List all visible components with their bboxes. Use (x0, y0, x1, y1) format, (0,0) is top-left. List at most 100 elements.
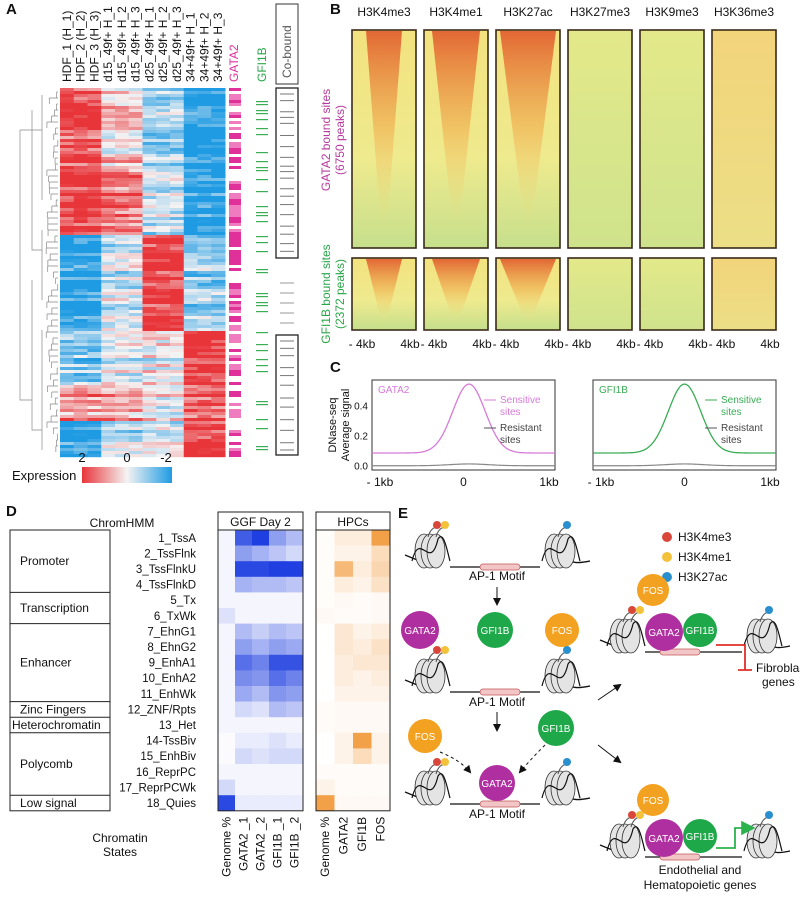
heatmap-cell (170, 142, 185, 146)
heatmap-cell (211, 415, 226, 419)
heatmap-cell (156, 214, 171, 218)
heatmap-cell (87, 367, 102, 371)
heatmap-cell (170, 322, 185, 326)
heatmap-cell (128, 412, 143, 416)
panel-label: D (6, 503, 17, 520)
ggf-cell (218, 576, 236, 593)
heatmap-cell (183, 100, 198, 104)
heatmap-cell (101, 97, 116, 101)
x-tick: 1kb (760, 475, 780, 489)
heatmap-cell (156, 247, 171, 251)
state-label: 6_TxWk (154, 611, 196, 623)
heatmap-cell (211, 139, 226, 143)
heatmap-cell (73, 265, 88, 269)
heatmap-cell (60, 172, 75, 176)
heatmap-cell (87, 211, 102, 215)
heatmap-cell (197, 244, 212, 248)
heatmap-cell (170, 187, 185, 191)
heatmap-cell (211, 286, 226, 290)
heatmap-cell (156, 127, 171, 131)
heatmap-cell (60, 250, 75, 254)
ggf-cell (269, 639, 287, 656)
hpc-cell (371, 779, 391, 796)
heatmap-cell (183, 295, 198, 299)
heatmap-cell (142, 163, 157, 167)
heatmap-cell (197, 448, 212, 452)
heatmap-cell (73, 313, 88, 317)
heatmap-cell (183, 418, 198, 422)
heatmap-cell (170, 217, 185, 221)
heatmap-cell (156, 301, 171, 305)
heatmap-cell (211, 439, 226, 443)
mark-dot (662, 532, 672, 542)
heatmap-cell (156, 454, 171, 458)
heatmap-cell (156, 172, 171, 176)
heatmap-cell (128, 277, 143, 281)
heatmap-cell (128, 427, 143, 431)
heatmap-cell (73, 196, 88, 200)
heatmap-cell (156, 94, 171, 98)
heatmap-cell (73, 304, 88, 308)
heatmap-cell (101, 316, 116, 320)
heatmap-cell (211, 184, 226, 188)
heatmap-cell (183, 277, 198, 281)
heatmap-cell (156, 97, 171, 101)
heatmap-cell (73, 358, 88, 362)
column-label: GATA2 _2 (254, 816, 268, 871)
heatmap-cell (128, 454, 143, 458)
heatmap-cell (128, 217, 143, 221)
heatmap-cell (211, 442, 226, 446)
heatmap-cell (170, 388, 185, 392)
gfi1b-track (256, 344, 268, 346)
ggf-cell (252, 686, 270, 702)
heatmap-cell (115, 157, 130, 161)
dna-wrap (411, 661, 451, 687)
heatmap-cell (115, 214, 130, 218)
column-label: 34+49f+ H_2 (197, 12, 211, 82)
heatmap-cell (60, 199, 75, 203)
outcome-label: Fibroblast (756, 661, 800, 675)
heatmap-cell (73, 430, 88, 434)
plot-title: GFI1B (599, 385, 628, 396)
heatmap-cell (156, 250, 171, 254)
heatmap-cell (183, 343, 198, 347)
heatmap-cell (101, 286, 116, 290)
heatmap-cell (73, 184, 88, 188)
gfi1b-track (256, 296, 268, 298)
heatmap-cell (101, 103, 116, 107)
heatmap-cell (142, 172, 157, 176)
heatmap-cell (128, 208, 143, 212)
heatmap-cell (115, 337, 130, 341)
state-label: 15_EnhBiv (140, 751, 196, 763)
gata2-track (229, 115, 241, 118)
heatmap-cell (60, 166, 75, 170)
hpc-cell (371, 561, 391, 578)
hpc-cell (316, 717, 335, 734)
gata2-track (229, 211, 241, 214)
heatmap-cell (211, 226, 226, 230)
dna-wrap (606, 621, 646, 647)
heatmap-cell (197, 91, 212, 95)
heatmap-cell (87, 322, 102, 326)
heatmap-cell (128, 421, 143, 425)
gata2-track (229, 187, 241, 190)
heatmap-cell (183, 388, 198, 392)
heatmap-cell (60, 376, 75, 380)
ggf-cell (235, 779, 253, 796)
heatmap-cell (156, 391, 171, 395)
gata2-track (229, 415, 241, 418)
ggf-cell (269, 779, 287, 796)
heatmap-cell (87, 355, 102, 359)
heatmap-cell (60, 124, 75, 128)
heatmap-cell (170, 328, 185, 332)
heatmap-cell (170, 370, 185, 374)
heatmap-cell (115, 433, 130, 437)
heatmap-cell (60, 127, 75, 131)
ggf-cell (235, 732, 253, 749)
heatmap-cell (183, 406, 198, 410)
heatmap-cell (142, 373, 157, 377)
heatmap-cell (115, 406, 130, 410)
heatmap-cell (211, 340, 226, 344)
heatmap-cell (101, 166, 116, 170)
gfi1b-track (256, 365, 268, 367)
